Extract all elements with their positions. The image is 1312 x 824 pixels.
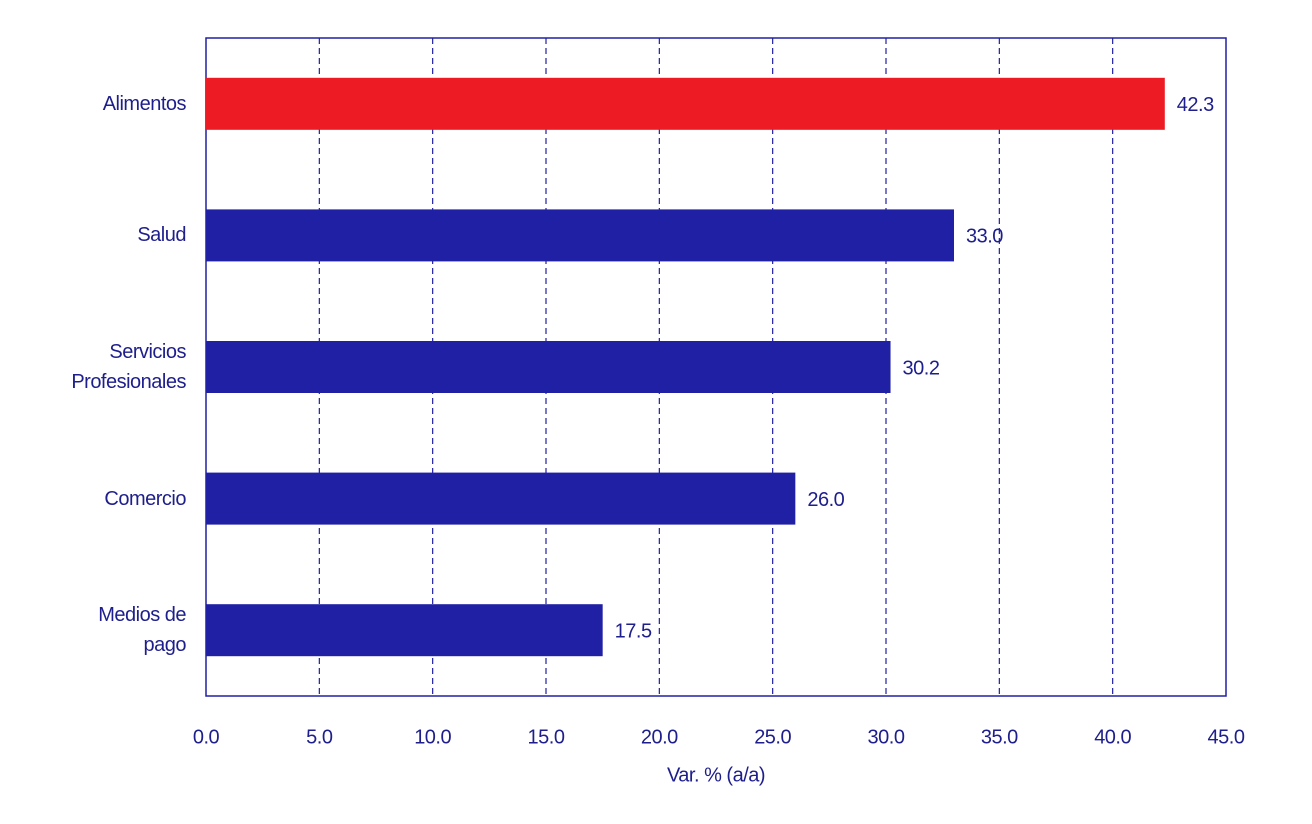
y-tick-label: Salud	[137, 224, 186, 247]
x-axis-label: Var. % (a/a)	[667, 764, 765, 786]
x-tick-label: 25.0	[754, 726, 791, 748]
value-label: 26.0	[807, 489, 844, 511]
x-tick-label: 40.0	[1094, 726, 1131, 748]
x-tick-label: 30.0	[868, 726, 905, 748]
x-tick-label: 35.0	[981, 726, 1018, 748]
y-tick-label: Servicios Profesionales	[71, 341, 186, 393]
bar	[206, 472, 796, 525]
value-label: 17.5	[615, 620, 652, 642]
y-tick-label: Medios de pago	[98, 604, 186, 657]
y-tick-label: Alimentos	[102, 92, 187, 115]
value-label: 33.0	[966, 226, 1003, 248]
x-tick-label: 15.0	[528, 726, 565, 748]
x-tick-label: 10.0	[414, 726, 451, 748]
bar	[206, 341, 891, 393]
x-tick-label: 5.0	[306, 726, 333, 748]
y-tick-label: Comercio	[104, 487, 186, 510]
bar	[206, 209, 954, 262]
x-tick-label: 45.0	[1208, 726, 1245, 748]
value-label: 42.3	[1177, 94, 1214, 116]
bar	[206, 77, 1165, 130]
x-tick-label: 20.0	[641, 726, 678, 748]
bar	[206, 604, 603, 657]
x-tick-label: 0.0	[193, 726, 220, 748]
value-label: 30.2	[903, 357, 940, 379]
